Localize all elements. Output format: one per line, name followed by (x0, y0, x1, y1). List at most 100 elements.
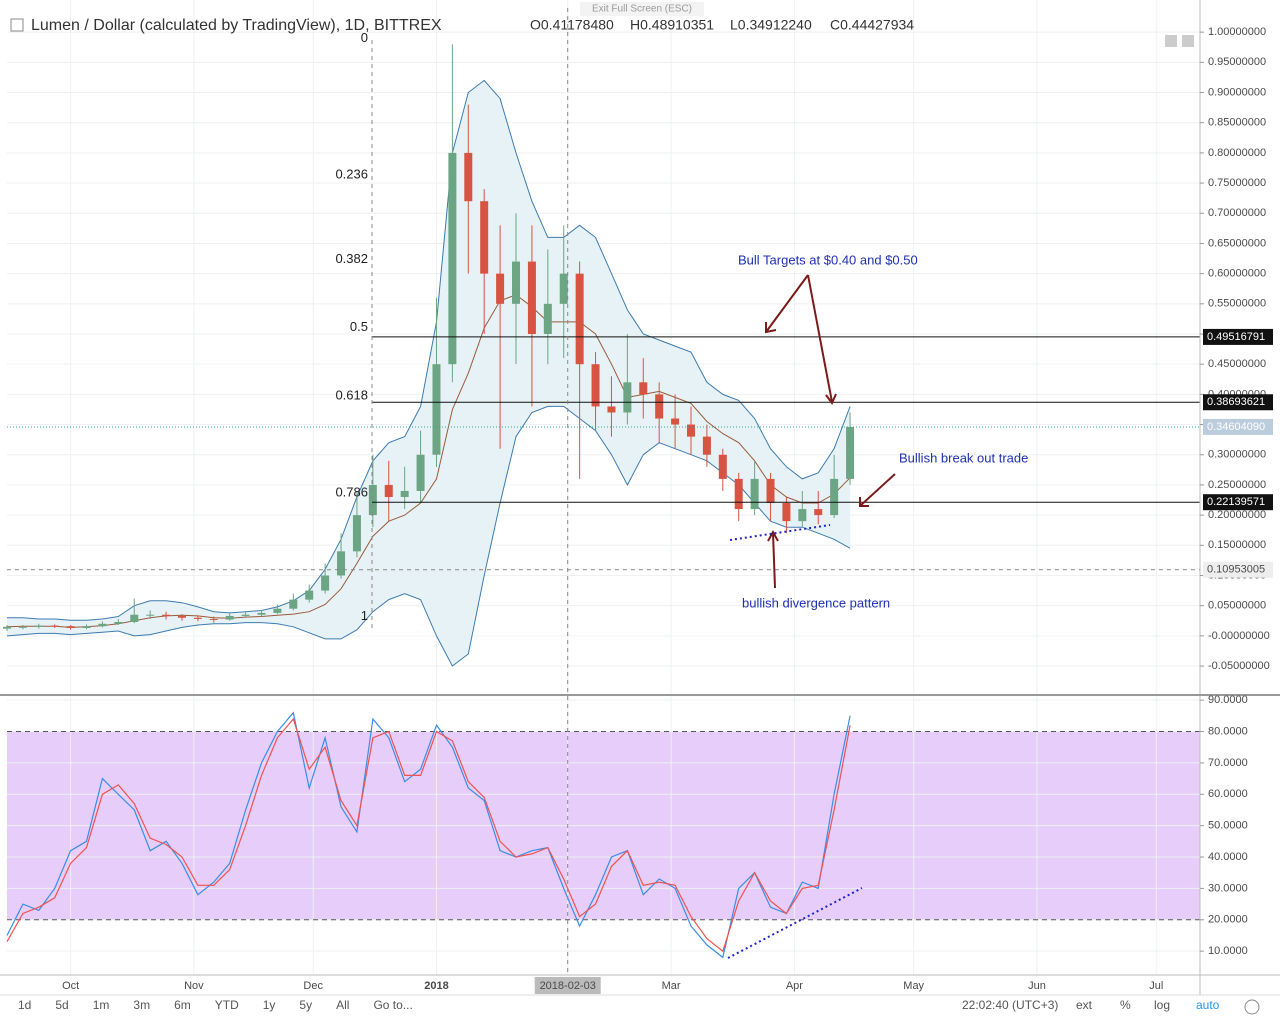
bollinger-bands (6, 79, 851, 667)
ohlc-open: O0.41178480 (530, 17, 614, 33)
candles (3, 44, 855, 632)
level-label: 0.49516791 (1207, 331, 1265, 343)
candle-body (480, 201, 489, 274)
arrow-head (859, 497, 869, 507)
candle-body (512, 261, 521, 304)
candle-body (846, 426, 855, 479)
range-button[interactable]: YTD (215, 998, 239, 1012)
pane-button[interactable] (1165, 35, 1177, 47)
crosshair-x-bg (534, 977, 601, 994)
range-button[interactable]: 1y (263, 998, 276, 1012)
settings-icon[interactable] (1244, 999, 1260, 1015)
candle-body (448, 152, 457, 365)
divergence-line (729, 524, 831, 541)
tooltip-bg (580, 2, 704, 16)
candle-body (177, 615, 186, 618)
last-price-label: 0.34604090 (1207, 421, 1265, 433)
x-tick-label: Dec (303, 980, 323, 992)
crosshair-bg (1203, 561, 1273, 578)
candle-body (50, 625, 59, 627)
candle-body (114, 621, 123, 624)
candle-body (543, 303, 552, 335)
annotation: Bull Targets at $0.40 and $0.50 (738, 252, 918, 267)
candle-body (432, 364, 441, 455)
axis-option[interactable]: auto (1196, 998, 1220, 1012)
arrow (807, 274, 833, 403)
level-label-bg (1203, 394, 1273, 411)
candle-body (814, 509, 823, 516)
y-tick-label: -0.05000000 (1208, 660, 1270, 672)
y-tick-label: 0.45000000 (1208, 358, 1266, 370)
arrow (765, 274, 809, 333)
axis-option[interactable]: log (1154, 998, 1170, 1012)
y-tick-label: 1.00000000 (1208, 26, 1266, 38)
level-label-bg (1203, 328, 1273, 345)
candle-body (209, 618, 218, 620)
candle-body (496, 273, 505, 304)
candle-body (162, 614, 171, 616)
level-label: 0.22139571 (1207, 496, 1265, 508)
y-tick-label: 0.60000000 (1208, 268, 1266, 280)
candle-body (18, 626, 27, 628)
y-tick-label: 60.0000 (1208, 788, 1248, 800)
fib-label: 0.786 (335, 484, 368, 499)
x-tick-label: 2018 (424, 980, 448, 992)
candle-body (782, 503, 791, 522)
x-tick-label: Jul (1149, 980, 1163, 992)
fib-label: 0.618 (335, 387, 368, 402)
range-button[interactable]: 5d (55, 998, 68, 1012)
candle-body (82, 626, 91, 629)
candle-body (400, 490, 409, 498)
y-tick-label: 0.95000000 (1208, 56, 1266, 68)
range-button[interactable]: 1m (93, 998, 110, 1012)
y-tick-label: 0.15000000 (1208, 539, 1266, 551)
crosshair-label: 0.10953005 (1207, 564, 1265, 576)
candle-body (130, 614, 139, 622)
y-tick-label: 50.0000 (1208, 820, 1248, 832)
arrow-head (767, 529, 779, 542)
toolbar: 1d 5d 1m 3m 6m YTD 1y 5y All Go to... 22:02:40 (UT… (18, 998, 1220, 1012)
y-tick-label: 80.0000 (1208, 725, 1248, 737)
candle-body (146, 614, 155, 616)
candle-body (639, 382, 648, 395)
y-tick-label: 0.90000000 (1208, 86, 1266, 98)
range-button[interactable]: All (336, 998, 349, 1012)
candle-body (591, 364, 600, 407)
candle-body (368, 484, 377, 516)
y-tick-label: 0.05000000 (1208, 600, 1266, 612)
arrow-head (825, 393, 837, 405)
range-button[interactable]: 3m (133, 998, 150, 1012)
y-tick-label: 30.0000 (1208, 882, 1248, 894)
candle-body (66, 626, 75, 629)
fib-label: 0.5 (350, 319, 368, 334)
arrow (772, 532, 776, 589)
range-button[interactable]: Go to... (373, 998, 412, 1012)
range-button[interactable]: 1d (18, 998, 31, 1012)
axis-option[interactable]: % (1120, 998, 1131, 1012)
fib-label: 1 (361, 608, 368, 623)
candle-body (34, 625, 43, 627)
ohlc-low: L0.34912240 (730, 17, 812, 33)
candle-body (766, 478, 775, 504)
candle-body (3, 626, 11, 629)
axis-option[interactable]: ext (1076, 998, 1093, 1012)
stoch-line (6, 717, 851, 953)
candle-body (225, 615, 234, 620)
band-lower (6, 405, 851, 667)
pane-button[interactable] (1182, 35, 1194, 47)
candle-body (273, 608, 282, 613)
fib-label: 0.236 (335, 166, 368, 181)
range-button[interactable]: 5y (299, 998, 312, 1012)
candle-body (655, 394, 664, 419)
collapse-icon[interactable] (10, 18, 24, 32)
x-tick-label: Mar (662, 980, 681, 992)
band-fill (7, 80, 851, 666)
range-button[interactable]: 6m (174, 998, 191, 1012)
candle-body (257, 612, 266, 615)
axes: 1.00000000 0.95000000 0.90000000 0.85000000… (62, 26, 1273, 994)
y-tick-label: 0.85000000 (1208, 117, 1266, 129)
stoch-line (6, 711, 851, 959)
arrow (859, 473, 896, 507)
